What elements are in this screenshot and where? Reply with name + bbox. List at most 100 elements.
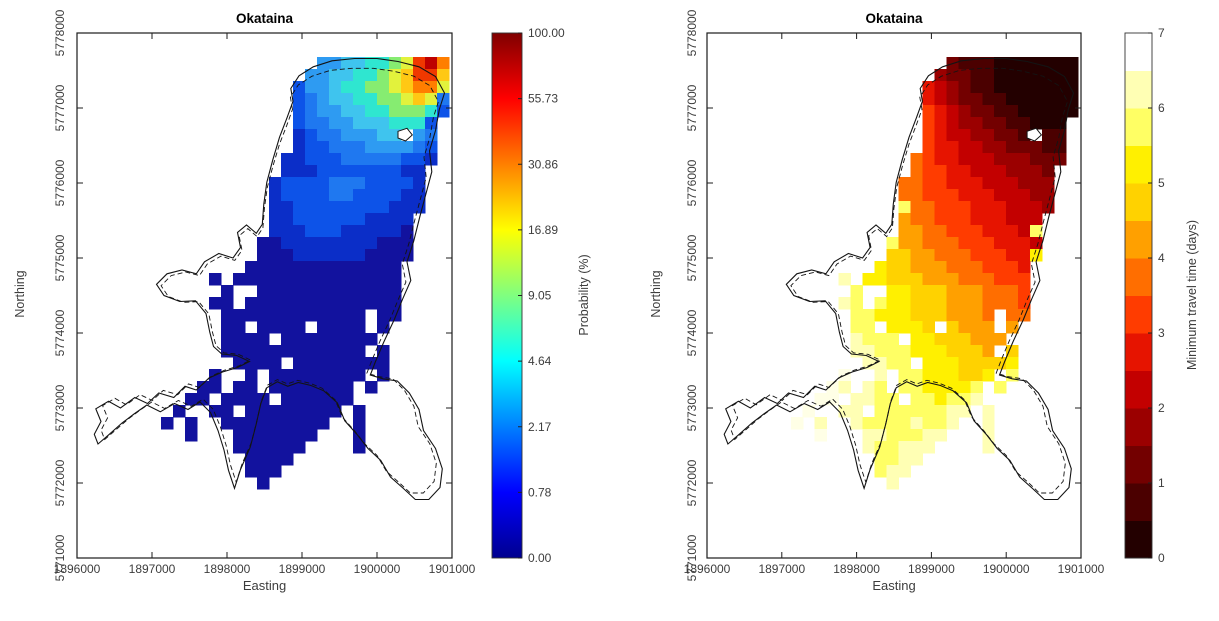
heat-cell [1018, 153, 1031, 166]
heat-cell [994, 141, 1007, 154]
y-tick-label: 5775000 [685, 234, 699, 281]
right-map-panel: 1896000 1897000 1898000 1899000 1900000 19010… [684, 9, 1165, 581]
heat-cell [353, 309, 366, 322]
heat-cell [305, 393, 318, 406]
heat-cell [994, 381, 1007, 394]
heat-cell [958, 309, 971, 322]
heat-cell [305, 189, 318, 202]
heat-cell [281, 285, 294, 298]
heat-cell [1054, 117, 1067, 130]
heat-cell [329, 57, 342, 70]
heat-cell [293, 297, 306, 310]
heat-cell [305, 273, 318, 286]
heat-cell [269, 345, 282, 358]
heat-cell [874, 333, 888, 346]
heat-cell [922, 213, 935, 226]
heat-cell [934, 213, 947, 226]
heat-cell [389, 297, 402, 310]
heat-cell [1018, 81, 1031, 94]
heat-cell [934, 105, 947, 118]
heat-cell [958, 81, 971, 94]
x-tick-label: 1897000 [758, 562, 805, 576]
heat-cell [982, 273, 995, 286]
heat-cell [281, 177, 294, 190]
heat-cell [233, 333, 246, 346]
heat-cell [970, 213, 983, 226]
heat-cell [958, 273, 971, 286]
heat-cell [970, 225, 983, 238]
heat-cell [341, 297, 354, 310]
heat-cell [353, 369, 366, 382]
heat-cell [1030, 177, 1043, 190]
heat-cell [317, 105, 330, 118]
heat-cell [874, 309, 888, 322]
heat-cell [365, 177, 378, 190]
colorbar-band [1125, 445, 1152, 484]
heat-cell [982, 165, 995, 178]
heat-cell [353, 441, 366, 454]
heat-cell [934, 201, 947, 214]
heat-cell [886, 321, 899, 334]
heat-cell [946, 81, 959, 94]
heat-cell [389, 165, 402, 178]
heat-cell [910, 285, 923, 298]
heat-cell [934, 93, 947, 106]
heat-cell [281, 441, 294, 454]
heat-cell [365, 93, 378, 106]
heat-cell [353, 405, 366, 418]
heat-cell [922, 381, 935, 394]
heat-cell [329, 345, 342, 358]
heat-cell [329, 165, 342, 178]
heat-cell [425, 129, 438, 142]
heat-cell [874, 261, 888, 274]
heat-cell [994, 177, 1007, 190]
heat-cell [958, 369, 971, 382]
heat-cell [946, 105, 959, 118]
heat-cell [946, 381, 959, 394]
heat-cell [970, 105, 983, 118]
heat-cell [922, 141, 935, 154]
heat-cell [305, 93, 318, 106]
heat-cell [233, 429, 246, 442]
heat-cell [910, 393, 923, 406]
heat-cell [317, 177, 330, 190]
heat-cell [910, 309, 923, 322]
heat-cell [293, 429, 306, 442]
colorbar-band [1125, 258, 1152, 296]
heat-cell [317, 117, 330, 130]
heat-cell [281, 297, 294, 310]
heat-cell [850, 297, 864, 310]
heat-cell [910, 333, 923, 346]
heat-cell [1018, 165, 1031, 178]
heat-cell [946, 369, 959, 382]
heat-cell [910, 453, 923, 466]
heat-cell [257, 441, 270, 454]
heat-cell [1054, 93, 1067, 106]
heat-cell [958, 177, 971, 190]
heat-cell [934, 261, 947, 274]
heat-cell [329, 105, 342, 118]
heat-cell [341, 285, 354, 298]
heat-cell [970, 321, 983, 334]
heat-cell [862, 441, 876, 454]
heat-cell [329, 93, 342, 106]
heat-cell [898, 429, 911, 442]
heat-cell [958, 165, 971, 178]
heat-cell [233, 321, 246, 334]
heat-cell [353, 417, 366, 430]
heat-cell [269, 417, 282, 430]
heat-cell [1042, 57, 1055, 70]
heat-cell [970, 165, 983, 178]
heat-cell [958, 393, 971, 406]
heat-cell [850, 393, 864, 406]
heat-cell [353, 117, 366, 130]
heat-cell [934, 69, 947, 82]
heat-cell [982, 57, 995, 70]
heat-cell [329, 393, 342, 406]
heat-cell [269, 249, 282, 262]
heat-cell [353, 177, 366, 190]
heat-cell [221, 309, 234, 322]
heat-cell [1006, 165, 1019, 178]
heat-cell [401, 93, 414, 106]
